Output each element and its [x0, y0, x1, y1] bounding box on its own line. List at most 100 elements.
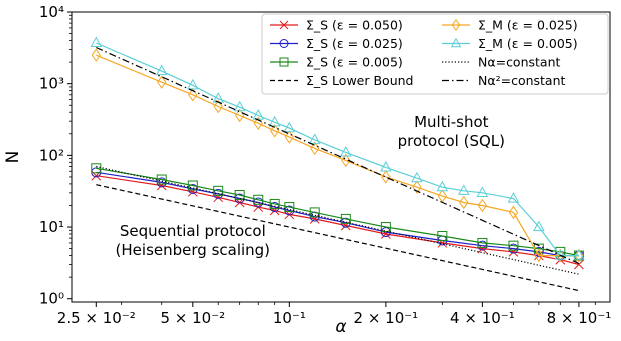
data-point	[308, 133, 321, 144]
y-tick-label: 10⁴	[39, 3, 64, 21]
data-point	[555, 246, 566, 257]
data-point	[233, 100, 246, 112]
series-line	[96, 167, 580, 257]
legend-label: Σ_S (ε = 0.005)	[306, 55, 403, 70]
data-point	[188, 88, 198, 102]
data-point	[157, 75, 167, 89]
data-point	[187, 180, 198, 191]
data-point	[156, 174, 167, 185]
data-point	[451, 18, 461, 32]
data-point	[279, 39, 289, 48]
data-point	[269, 198, 280, 209]
x-tick-label: 10⁻¹	[273, 309, 306, 327]
x-axis-label: α	[335, 317, 346, 337]
series-4	[91, 48, 584, 263]
legend-label: Σ_S Lower Bound	[306, 73, 413, 88]
data-point	[91, 48, 101, 62]
data-point	[381, 170, 391, 184]
data-point	[507, 192, 520, 203]
annotation-line: (Heisenberg scaling)	[116, 241, 271, 259]
series-6	[96, 165, 580, 275]
series-line	[96, 54, 579, 257]
legend: Σ_S (ε = 0.050) Σ_S (ε = 0.025) Σ_S (ε = 0…	[261, 13, 609, 95]
data-point	[235, 108, 245, 123]
series-line	[96, 46, 580, 265]
series-line	[96, 184, 580, 292]
data-point	[155, 64, 168, 76]
data-point	[253, 194, 264, 205]
annotation-line: Multi-shot	[414, 113, 489, 131]
data-point	[477, 237, 488, 248]
series-2	[91, 163, 584, 261]
data-point	[436, 180, 449, 192]
data-point	[279, 20, 289, 30]
data-point	[573, 249, 585, 260]
data-point	[187, 78, 199, 90]
data-point	[234, 189, 245, 200]
data-point	[554, 249, 567, 260]
y-tick-label: 10⁰	[39, 290, 64, 308]
y-tick-label: 10¹	[39, 218, 64, 236]
legend-label: Σ_M (ε = 0.025)	[478, 18, 578, 33]
legend-label: Σ_S (ε = 0.025)	[306, 36, 403, 51]
series-7	[96, 46, 580, 265]
data-point	[458, 184, 470, 195]
legend-label: Nα²=constant	[478, 73, 566, 88]
data-point	[450, 37, 462, 48]
annotation-line: Sequential protocol	[120, 222, 266, 240]
data-point	[437, 230, 448, 241]
legend-item: Σ_S (ε = 0.050)	[270, 18, 403, 33]
data-point	[91, 163, 102, 174]
legend-item: Σ_M (ε = 0.025)	[442, 18, 578, 33]
legend-label: Nα=constant	[478, 55, 561, 70]
data-point	[534, 248, 544, 263]
data-point	[508, 205, 519, 220]
legend-label: Σ_M (ε = 0.005)	[478, 36, 578, 51]
data-point	[283, 121, 296, 133]
annotation-1: Sequential protocol (Heisenberg scaling)	[116, 222, 271, 259]
data-point	[340, 213, 351, 224]
data-point	[268, 115, 281, 127]
data-point	[412, 180, 422, 194]
data-point	[213, 99, 223, 114]
plot-frame	[71, 11, 611, 303]
legend-item: Σ_S (ε = 0.005)	[270, 55, 403, 70]
x-tick-label: 5 × 10⁻²	[160, 309, 225, 327]
series-3	[96, 184, 580, 292]
data-point	[284, 202, 295, 213]
y-axis-label: N	[3, 151, 23, 164]
x-tick-label: 8 × 10⁻¹	[547, 309, 612, 327]
x-tick-label: 4 × 10⁻¹	[450, 309, 515, 327]
data-point	[252, 109, 265, 120]
x-tick-label: 2 × 10⁻¹	[354, 309, 419, 327]
legend-item: Σ_S (ε = 0.025)	[270, 36, 403, 51]
data-point	[340, 145, 352, 157]
data-point	[309, 207, 320, 218]
legend-item: Nα²=constant	[442, 73, 566, 88]
y-tick-label: 10³	[39, 75, 64, 93]
data-point	[508, 240, 519, 251]
data-point	[341, 153, 351, 168]
annotation-0: Multi-shot protocol (SQL)	[398, 113, 505, 150]
data-point	[213, 185, 224, 196]
data-point	[380, 160, 392, 172]
data-point	[533, 220, 545, 232]
legend-box	[261, 13, 609, 95]
data-point	[411, 171, 423, 183]
data-point	[574, 248, 584, 263]
data-point	[477, 198, 488, 213]
series-line	[96, 165, 580, 275]
data-point	[90, 36, 103, 48]
y-tick-label: 10²	[39, 146, 64, 164]
x-tick-label: 2.5 × 10⁻²	[57, 309, 136, 327]
series-5	[90, 36, 585, 260]
legend-item: Σ_M (ε = 0.005)	[442, 36, 578, 51]
legend-label: Σ_S (ε = 0.050)	[306, 18, 403, 33]
data-point	[459, 195, 469, 210]
annotation-line: protocol (SQL)	[398, 132, 505, 150]
legend-item: Σ_S Lower Bound	[270, 73, 413, 88]
data-point	[380, 222, 391, 233]
data-point	[279, 57, 289, 67]
